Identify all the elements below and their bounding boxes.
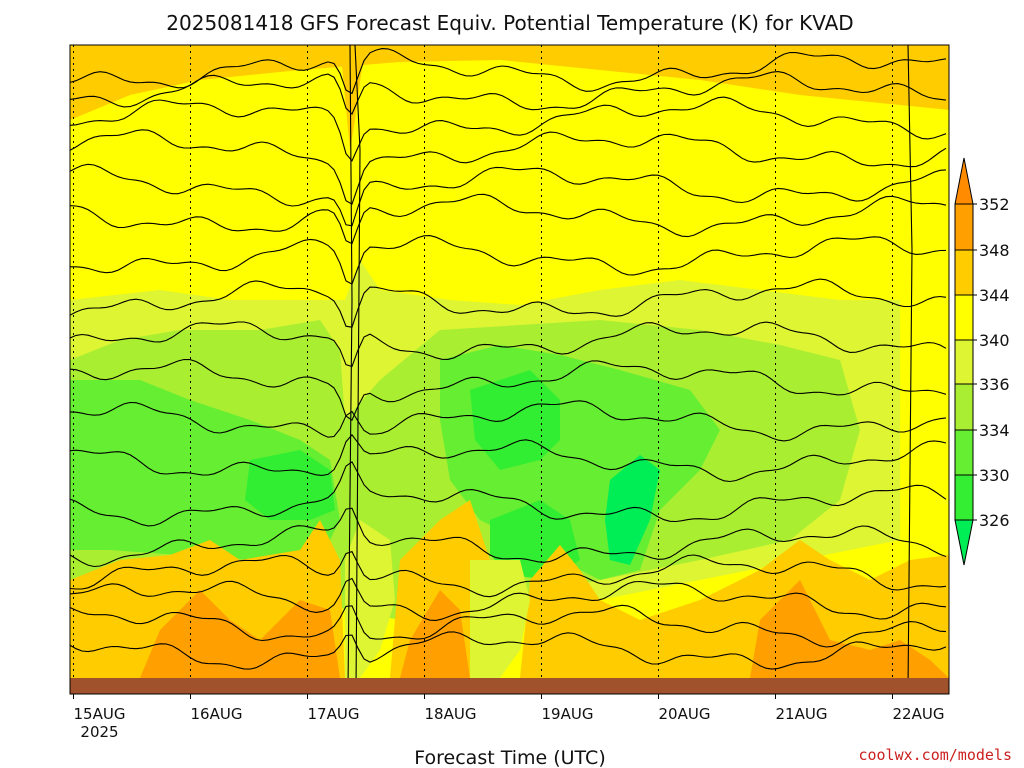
x-tick-label: 18AUG <box>425 705 477 723</box>
field-blobs <box>70 45 949 678</box>
contour-line <box>347 45 353 691</box>
contour-line <box>907 45 913 691</box>
colorbar-segment <box>954 429 974 476</box>
x-tick-label: 20AUG <box>659 705 711 723</box>
contour-line <box>70 71 947 115</box>
contour-line <box>70 358 947 422</box>
contour-line <box>70 604 947 648</box>
contour-line <box>70 163 947 227</box>
colorbar: 326 330 334 336 340 344 348 352 <box>954 157 1010 566</box>
colorbar-label: 330 <box>979 466 1010 485</box>
x-tick-label: 22AUG <box>893 705 945 723</box>
ground-band <box>70 678 949 694</box>
x-tick-label: 19AUG <box>542 705 594 723</box>
contour-line <box>70 400 947 442</box>
colorbar-segment <box>954 339 974 385</box>
colorbar-cap-bottom <box>954 519 974 566</box>
contour-line <box>70 278 947 328</box>
colorbar-label: 334 <box>979 421 1010 440</box>
colorbar-label: 348 <box>979 241 1010 260</box>
contours <box>70 45 947 691</box>
colorbar-segment <box>954 474 974 521</box>
colorbar-label: 336 <box>979 375 1010 394</box>
field-region <box>605 455 660 565</box>
colorbar-label: 340 <box>979 331 1010 350</box>
contour-line <box>70 507 947 568</box>
colorbar-cap-top <box>954 157 974 205</box>
contour-line <box>70 193 947 245</box>
field-region <box>340 45 365 150</box>
contour-line <box>70 129 947 205</box>
field-region <box>470 560 530 678</box>
field-region <box>750 580 949 678</box>
contour-line <box>70 321 947 368</box>
contour-line <box>70 550 947 598</box>
chart-title: 2025081418 GFS Forecast Equiv. Potential… <box>166 11 853 35</box>
colorbar-segment <box>954 203 974 251</box>
field-region <box>140 590 340 678</box>
x-tick-sublabel: 2025 <box>80 723 118 741</box>
contour-line <box>70 577 947 621</box>
contour-line <box>354 45 361 691</box>
x-tick-label: 15AUG <box>74 705 126 723</box>
colorbar-label: 326 <box>979 511 1010 530</box>
gridlines <box>73 45 893 694</box>
x-tick-label: 17AUG <box>308 705 360 723</box>
colorbar-label: 352 <box>979 195 1010 214</box>
field-region <box>470 370 560 470</box>
plot-frame <box>69 44 950 695</box>
colorbar-segment <box>954 383 974 431</box>
colorbar-label: 344 <box>979 286 1010 305</box>
contour-line <box>70 461 947 527</box>
contour-line <box>70 48 947 95</box>
credit-text: coolwx.com/models <box>858 746 1012 764</box>
x-tick-label: 21AUG <box>776 705 828 723</box>
contour-line <box>70 235 947 285</box>
colorbar-segment <box>954 294 974 341</box>
x-axis-label: Forecast Time (UTC) <box>414 747 605 768</box>
contour-line <box>70 434 947 483</box>
field: 3443443443443443403403403403403443403363… <box>70 45 949 694</box>
field-region <box>70 45 949 120</box>
contour-line <box>70 96 947 162</box>
contour-line <box>70 631 947 670</box>
colorbar-segment <box>954 249 974 296</box>
field-region <box>400 590 470 678</box>
x-tick-label: 16AUG <box>191 705 243 723</box>
